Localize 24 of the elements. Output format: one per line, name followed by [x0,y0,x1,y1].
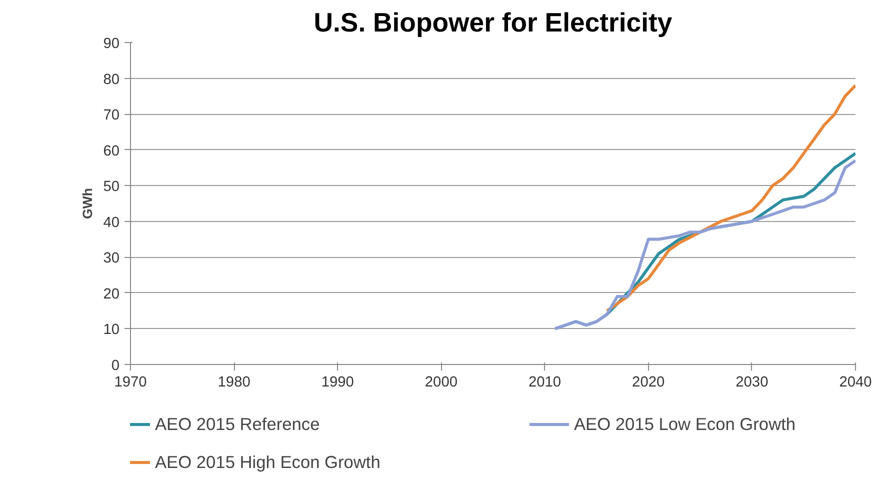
x-tick-label: 2000 [424,374,458,390]
y-tick-label: 90 [103,36,120,52]
y-tick-label: 10 [103,322,120,338]
legend-label: AEO 2015 Reference [155,412,321,436]
y-tick-label: 50 [103,179,120,196]
line-series [605,84,856,312]
y-tick-label: 70 [103,108,120,124]
x-tick-label: 1970 [114,374,147,390]
x-tick-label: 2040 [839,374,872,390]
y-tick-label: 30 [103,250,120,267]
y-axis-title: GWh [80,188,96,220]
x-tick-label: 1990 [321,374,354,390]
x-tick-label: 1980 [218,374,250,390]
y-tick-label: 20 [103,286,120,302]
x-tick-label: 2030 [736,374,768,390]
y-tick-label: 40 [103,214,120,231]
y-tick-label: 0 [111,358,120,374]
y-tick-label: 80 [103,72,120,88]
y-tick-label: 60 [103,143,120,160]
legend-label: AEO 2015 High Econ Growth [155,450,382,474]
legend-label: AEO 2015 Low Econ Growth [574,412,797,436]
chart-title: U.S. Biopower for Electricity [314,8,672,38]
x-tick-label: 2020 [632,374,665,390]
x-tick-label: 2010 [528,374,562,390]
